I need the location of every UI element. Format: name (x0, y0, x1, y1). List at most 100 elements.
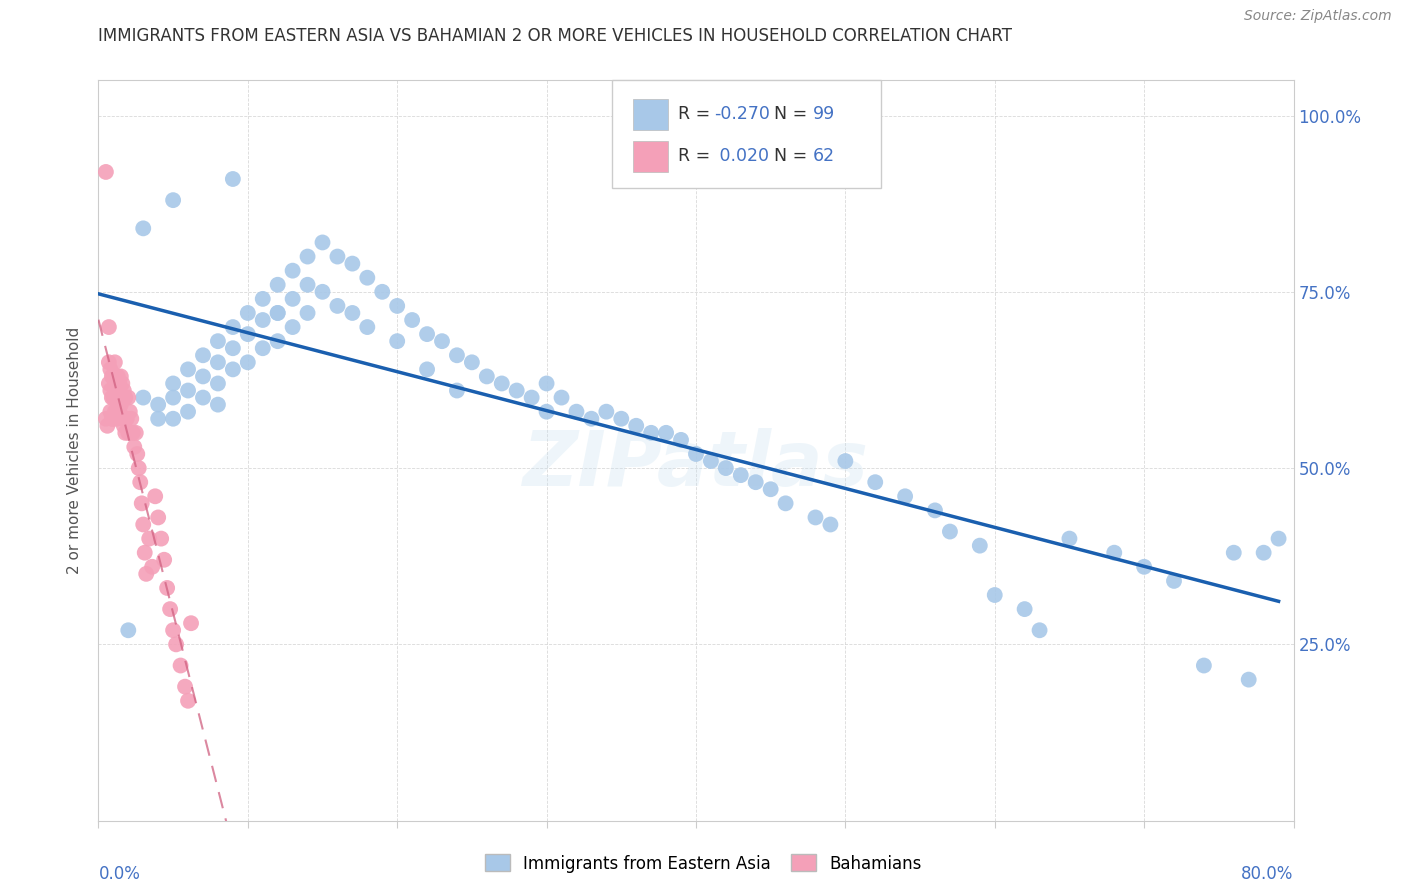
Point (669, 433, 692, 447)
Point (236, 306, 259, 320)
Point (311, 235, 333, 250)
Point (924, 503, 946, 517)
Point (595, 405, 617, 419)
Point (297, 306, 319, 320)
Point (520, 391, 543, 405)
Point (685, 447, 707, 461)
Point (207, 355, 229, 369)
Point (1133, 559, 1156, 574)
Point (134, 546, 156, 560)
Point (138, 532, 160, 546)
Point (115, 411, 138, 425)
Point (385, 299, 409, 313)
Point (565, 405, 588, 419)
Point (1253, 546, 1275, 560)
Point (236, 327, 259, 342)
Point (107, 398, 129, 412)
Point (105, 369, 128, 384)
Point (610, 411, 633, 425)
Point (326, 250, 349, 264)
Point (1223, 546, 1246, 560)
Point (640, 425, 662, 440)
Point (281, 263, 304, 277)
Text: -0.270: -0.270 (714, 105, 769, 123)
Text: 0.020: 0.020 (714, 147, 769, 165)
Point (804, 510, 827, 524)
Point (1104, 546, 1126, 560)
Bar (633, 99, 668, 130)
Text: ZIPatlas: ZIPatlas (523, 428, 869, 502)
Point (1163, 574, 1185, 588)
Legend: Immigrants from Eastern Asia, Bahamians: Immigrants from Eastern Asia, Bahamians (478, 847, 928, 880)
Point (162, 411, 184, 425)
Text: 0.0%: 0.0% (98, 865, 141, 883)
Point (342, 306, 364, 320)
Point (101, 411, 124, 425)
Point (506, 384, 529, 398)
Point (430, 334, 453, 348)
Point (236, 355, 259, 369)
Point (108, 376, 131, 391)
Point (207, 334, 229, 348)
Point (124, 440, 146, 454)
Bar (633, 141, 668, 172)
Point (159, 602, 181, 616)
Point (222, 172, 245, 186)
Point (356, 320, 378, 334)
Point (131, 496, 153, 510)
Point (118, 405, 141, 419)
Point (153, 553, 176, 567)
Point (894, 489, 917, 503)
Point (120, 411, 142, 425)
Point (174, 680, 197, 694)
Point (104, 405, 127, 419)
Point (416, 327, 439, 342)
Point (207, 376, 229, 391)
Point (267, 277, 290, 292)
Point (626, 418, 648, 433)
Point (1059, 532, 1081, 546)
Point (169, 658, 191, 673)
Point (112, 418, 135, 433)
Point (94, 165, 117, 179)
Point (156, 581, 179, 595)
Point (162, 376, 184, 391)
Point (177, 405, 200, 419)
Point (191, 348, 214, 362)
Point (98, 362, 122, 376)
Point (1192, 658, 1215, 673)
Point (117, 391, 139, 405)
Point (114, 425, 136, 440)
Point (281, 320, 304, 334)
FancyBboxPatch shape (613, 80, 882, 187)
Point (104, 355, 127, 369)
Point (103, 391, 125, 405)
Text: R =: R = (678, 147, 716, 165)
Point (105, 391, 128, 405)
Point (371, 285, 394, 299)
Point (121, 425, 143, 440)
Point (112, 384, 135, 398)
Point (1267, 532, 1289, 546)
Point (96, 418, 118, 433)
Point (1014, 602, 1036, 616)
Point (311, 285, 333, 299)
Point (114, 391, 136, 405)
Point (101, 391, 124, 405)
Point (132, 391, 155, 405)
Point (191, 369, 214, 384)
Point (117, 425, 139, 440)
Point (110, 398, 132, 412)
Point (446, 348, 468, 362)
Point (655, 425, 678, 440)
Point (177, 694, 200, 708)
Point (416, 362, 439, 376)
Point (97, 355, 120, 369)
Point (475, 369, 498, 384)
Point (820, 517, 842, 532)
Point (117, 624, 139, 638)
Point (132, 221, 155, 235)
Point (969, 539, 991, 553)
Text: 80.0%: 80.0% (1241, 865, 1294, 883)
Point (135, 566, 157, 581)
